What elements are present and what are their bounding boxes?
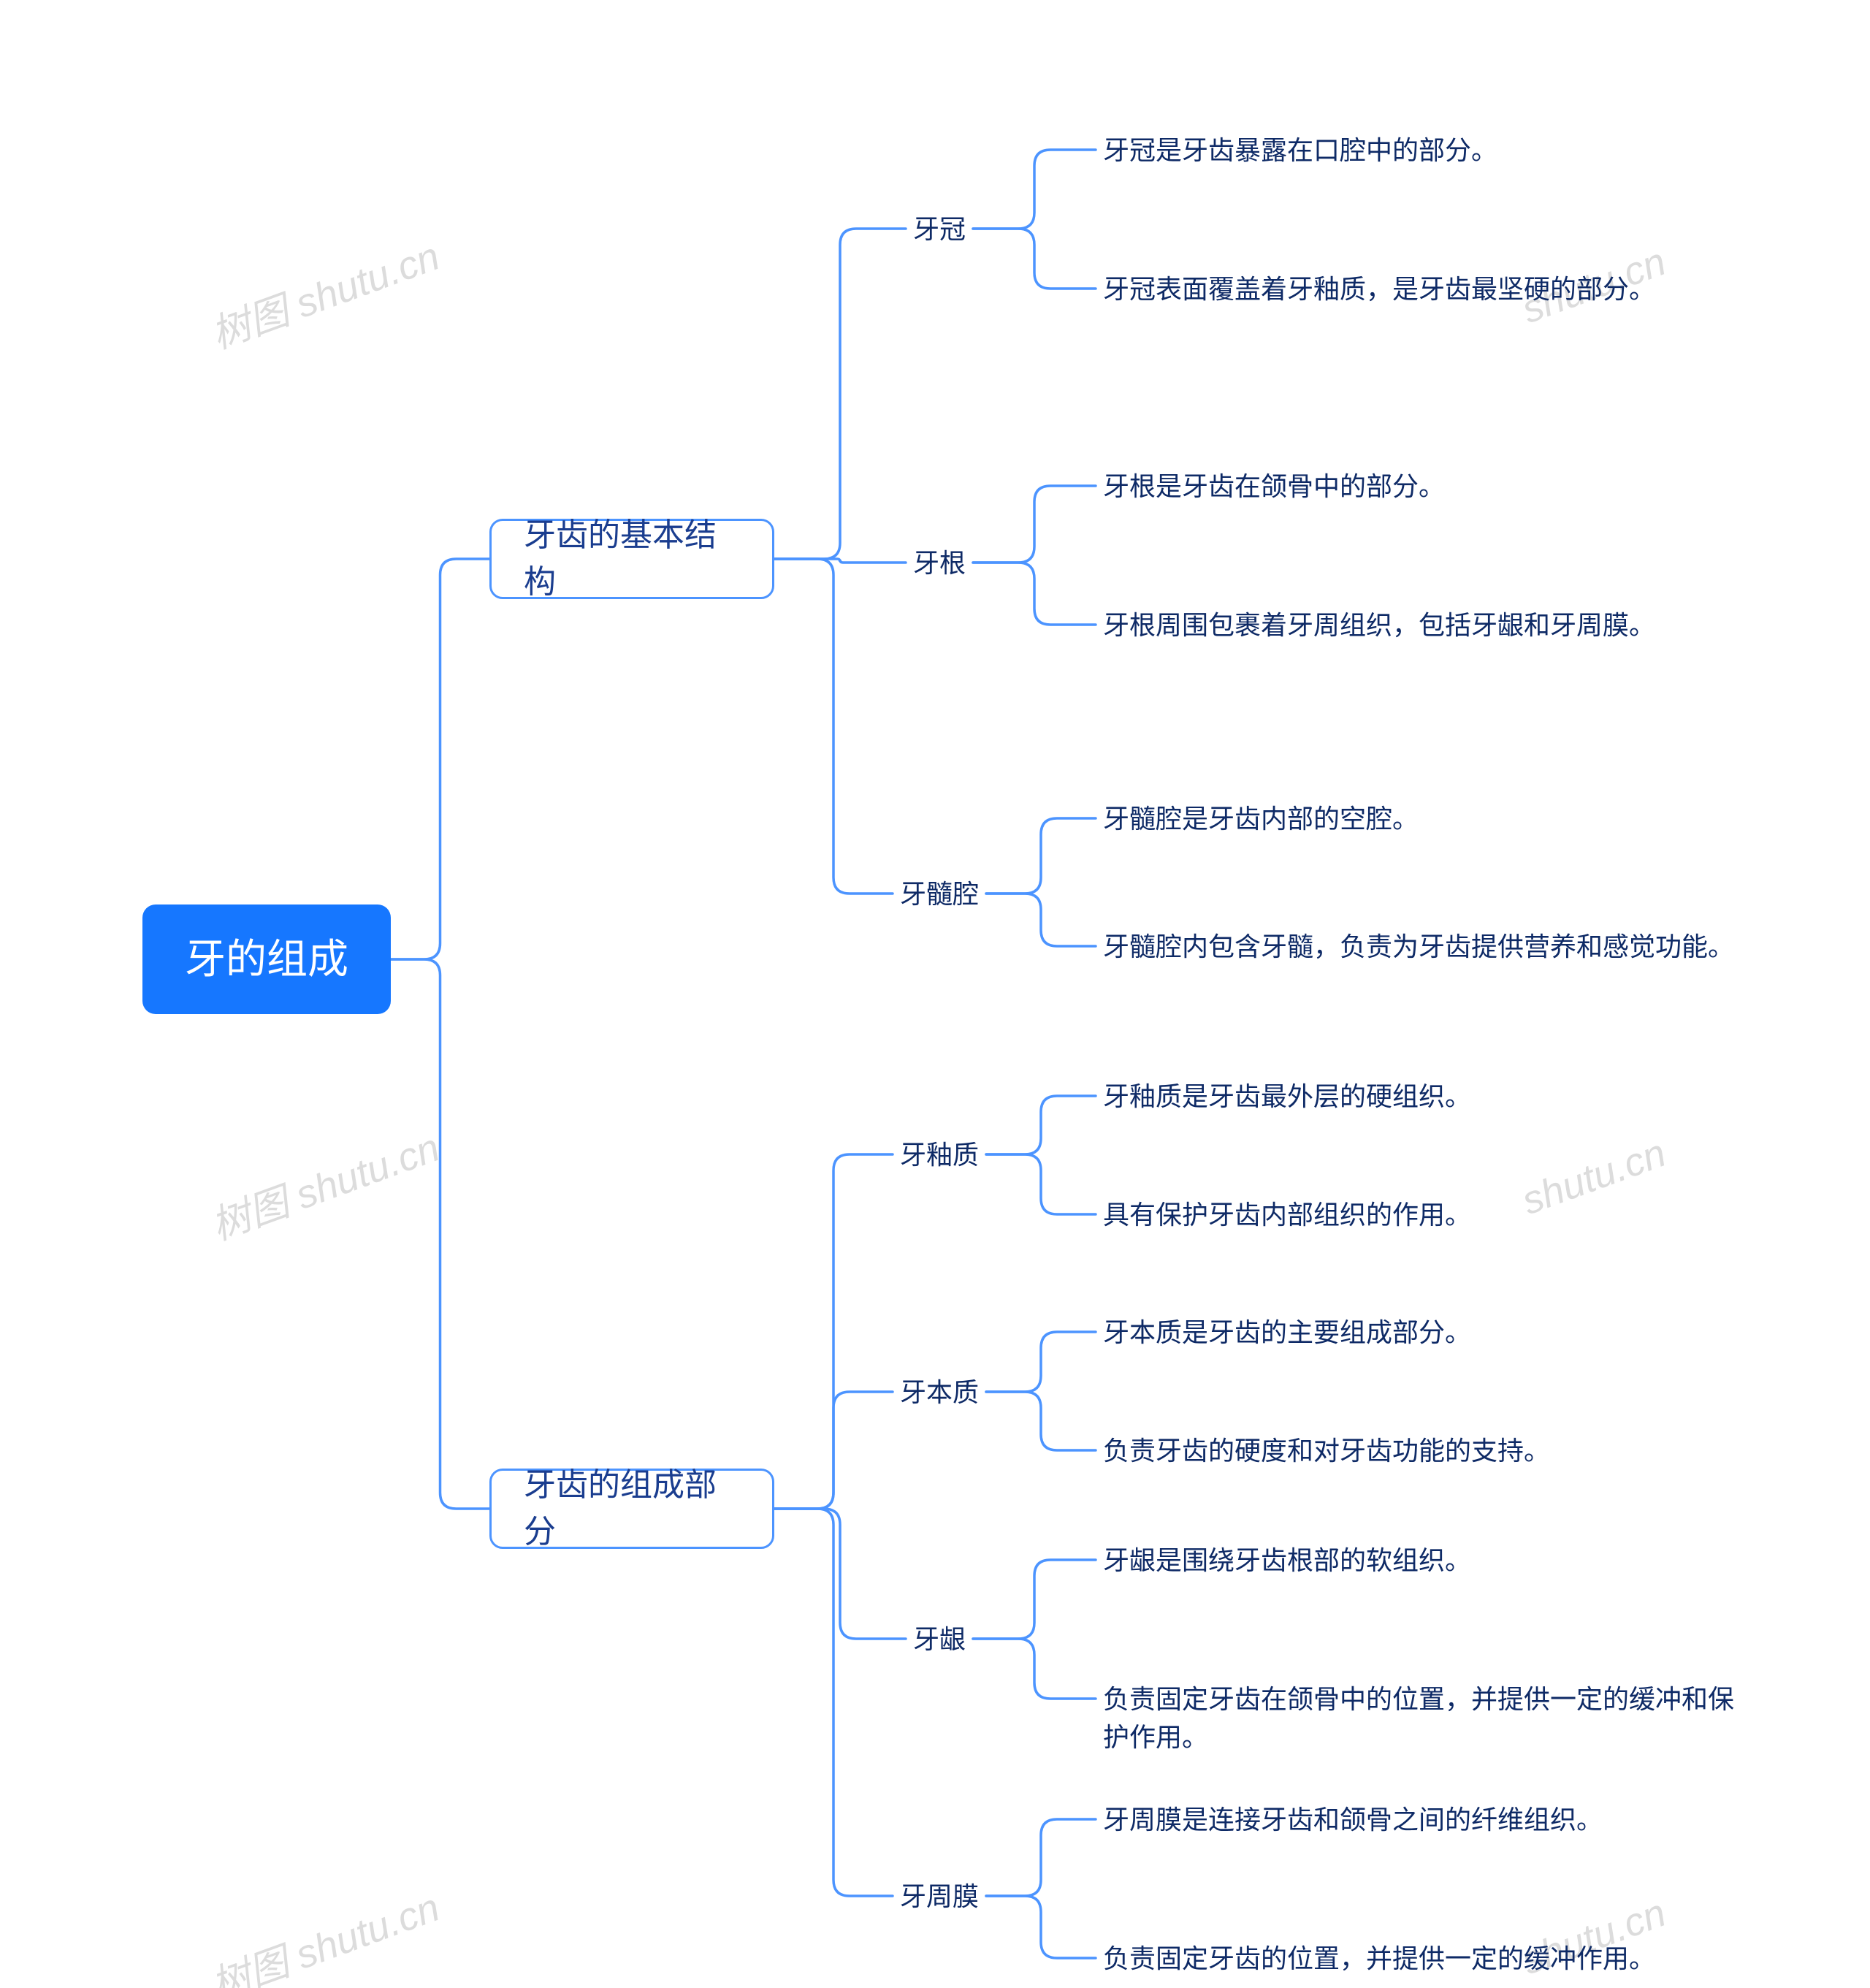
sub-node-gum[interactable]: 牙龈: [913, 1621, 966, 1658]
sub-node-root[interactable]: 牙根: [913, 544, 966, 582]
sub-node-periodontal[interactable]: 牙周膜: [900, 1878, 979, 1916]
sub-node-pulp[interactable]: 牙髓腔: [900, 875, 979, 913]
leaf-node: 负责固定牙齿在颌骨中的位置，并提供一定的缓冲和保护作用。: [1103, 1680, 1746, 1756]
watermark: 树图 shutu.cn: [202, 1875, 446, 1988]
root-node[interactable]: 牙的组成: [142, 904, 391, 1014]
leaf-node: 牙龈是围绕牙齿根部的软组织。: [1103, 1542, 1471, 1580]
leaf-node: 牙釉质是牙齿最外层的硬组织。: [1103, 1078, 1471, 1116]
watermark: 树图 shutu.cn: [202, 224, 446, 359]
watermark: 树图 shutu.cn: [202, 1115, 446, 1251]
leaf-node: 牙本质是牙齿的主要组成部分。: [1103, 1314, 1471, 1352]
branch-node-components[interactable]: 牙齿的组成部分: [489, 1469, 774, 1549]
leaf-node: 牙髓腔内包含牙髓，负责为牙齿提供营养和感觉功能。: [1103, 928, 1734, 966]
leaf-node: 牙周膜是连接牙齿和颌骨之间的纤维组织。: [1103, 1801, 1603, 1839]
leaf-node: 牙根是牙齿在颌骨中的部分。: [1103, 468, 1445, 506]
leaf-node: 牙冠是牙齿暴露在口腔中的部分。: [1103, 132, 1497, 170]
leaf-node: 负责固定牙齿的位置，并提供一定的缓冲作用。: [1103, 1940, 1655, 1978]
sub-node-enamel[interactable]: 牙釉质: [900, 1136, 979, 1174]
mindmap-canvas: 树图 shutu.cn shutu.cn 树图 shutu.cn shutu.c…: [0, 0, 1870, 1988]
leaf-node: 牙髓腔是牙齿内部的空腔。: [1103, 800, 1419, 838]
leaf-node: 负责牙齿的硬度和对牙齿功能的支持。: [1103, 1432, 1550, 1470]
leaf-node: 牙冠表面覆盖着牙釉质，是牙齿最坚硬的部分。: [1103, 270, 1655, 308]
branch-node-structure[interactable]: 牙齿的基本结构: [489, 519, 774, 599]
watermark: shutu.cn: [1516, 1130, 1672, 1224]
sub-node-dentin[interactable]: 牙本质: [900, 1374, 979, 1412]
sub-node-crown[interactable]: 牙冠: [913, 210, 966, 248]
leaf-node: 牙根周围包裹着牙周组织，包括牙龈和牙周膜。: [1103, 606, 1655, 644]
leaf-node: 具有保护牙齿内部组织的作用。: [1103, 1196, 1471, 1234]
